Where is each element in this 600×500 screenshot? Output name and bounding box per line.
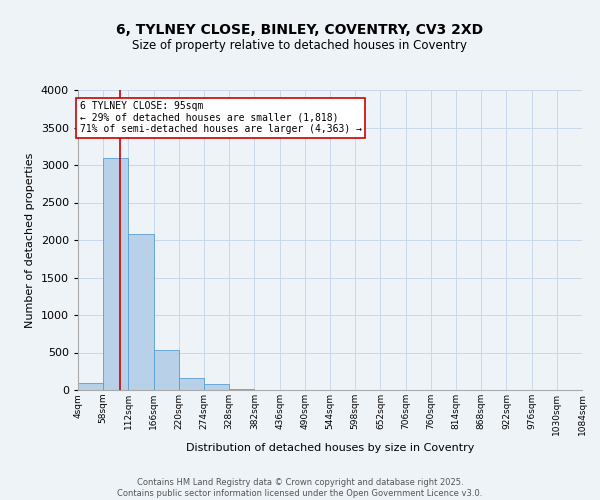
Bar [103,158,128,390]
Text: Contains HM Land Registry data © Crown copyright and database right 2025.
Contai: Contains HM Land Registry data © Crown c… [118,478,482,498]
Bar [204,384,229,390]
Text: 6, TYLNEY CLOSE, BINLEY, COVENTRY, CV3 2XD: 6, TYLNEY CLOSE, BINLEY, COVENTRY, CV3 2… [116,22,484,36]
Bar [229,388,254,390]
Bar [128,234,154,390]
Bar [179,378,204,390]
Text: Size of property relative to detached houses in Coventry: Size of property relative to detached ho… [133,39,467,52]
Bar [78,382,103,390]
Y-axis label: Number of detached properties: Number of detached properties [25,152,35,328]
Text: 6 TYLNEY CLOSE: 95sqm
← 29% of detached houses are smaller (1,818)
71% of semi-d: 6 TYLNEY CLOSE: 95sqm ← 29% of detached … [80,101,362,134]
Bar [154,350,179,390]
X-axis label: Distribution of detached houses by size in Coventry: Distribution of detached houses by size … [186,443,474,453]
